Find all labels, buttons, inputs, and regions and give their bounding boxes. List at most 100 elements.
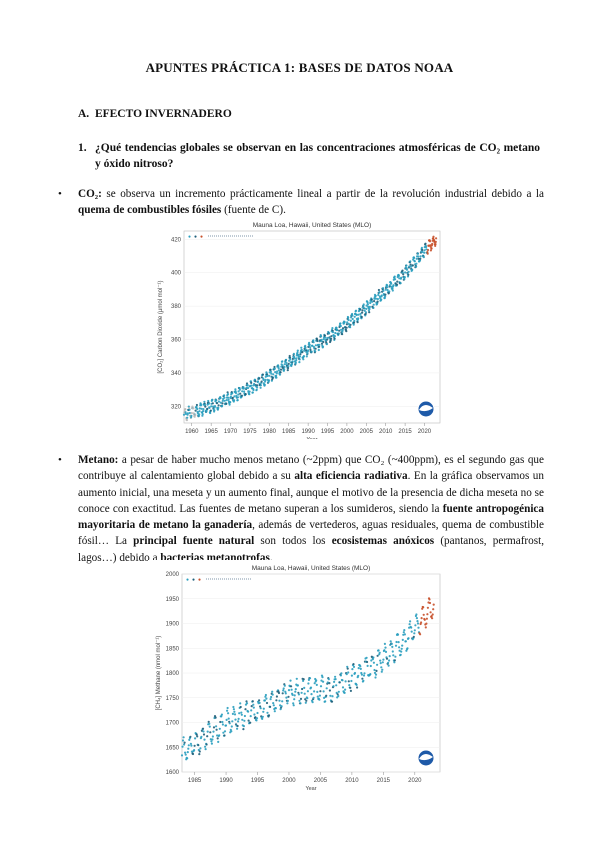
x-tick-label: 2010	[379, 429, 393, 435]
data-point	[277, 367, 280, 370]
data-point	[318, 698, 321, 701]
chart-title: Mauna Loa, Hawaii, United States (MLO)	[253, 222, 372, 229]
data-point	[398, 646, 401, 649]
data-point	[198, 407, 201, 410]
x-tick-label: 2005	[360, 429, 374, 435]
data-point	[401, 269, 404, 272]
data-point	[408, 623, 411, 626]
data-point	[392, 654, 395, 657]
data-point	[312, 341, 315, 344]
data-point	[252, 388, 255, 392]
data-point	[290, 362, 294, 365]
data-point	[316, 339, 319, 343]
data-point	[264, 695, 267, 698]
data-point	[401, 644, 404, 647]
data-point	[359, 667, 362, 670]
data-point	[302, 358, 305, 361]
data-point	[227, 396, 230, 399]
data-point	[394, 644, 398, 647]
data-point	[202, 733, 206, 736]
data-point	[190, 411, 193, 415]
data-point	[371, 300, 374, 303]
data-point	[302, 678, 305, 681]
data-point	[421, 607, 424, 610]
data-point	[386, 286, 389, 289]
data-point	[217, 740, 220, 743]
data-point	[284, 690, 287, 693]
data-point	[219, 720, 222, 724]
data-point	[428, 601, 432, 605]
x-tick-label: 1970	[224, 429, 238, 435]
data-point	[332, 685, 335, 688]
metano-bold-3: principal fuente natural	[133, 535, 255, 548]
data-point	[428, 240, 432, 243]
data-point	[345, 323, 348, 326]
data-point	[312, 696, 315, 699]
data-point	[223, 394, 226, 397]
data-point	[250, 384, 253, 387]
data-point	[383, 649, 386, 652]
data-point	[299, 697, 303, 700]
data-point	[211, 402, 214, 405]
data-point	[296, 351, 299, 354]
y-tick-label: 1800	[166, 671, 180, 677]
data-point	[296, 349, 299, 352]
data-point	[412, 635, 415, 638]
x-tick-label: 1985	[282, 429, 296, 435]
data-point	[287, 695, 290, 698]
data-point	[242, 387, 245, 390]
data-point	[334, 678, 337, 681]
data-point	[345, 330, 348, 333]
data-point	[213, 409, 216, 412]
data-point	[337, 332, 340, 335]
data-point	[185, 419, 188, 422]
data-point	[237, 720, 240, 723]
data-point	[409, 265, 412, 268]
data-point	[285, 696, 288, 699]
legend-marker: ●	[200, 234, 203, 240]
data-point	[326, 336, 329, 340]
data-point	[289, 361, 292, 364]
data-point	[339, 322, 342, 325]
data-point	[262, 710, 265, 713]
data-point	[325, 694, 328, 697]
data-points	[182, 235, 438, 422]
data-point	[435, 237, 438, 240]
data-point	[188, 738, 191, 741]
data-point	[347, 680, 350, 683]
y-tick-label: 380	[171, 304, 182, 310]
data-point	[349, 326, 352, 329]
data-point	[335, 684, 338, 687]
data-point	[300, 348, 303, 351]
data-point	[272, 702, 275, 705]
data-point	[304, 346, 307, 349]
data-point	[320, 340, 323, 343]
data-point	[357, 674, 360, 677]
data-point	[429, 249, 432, 252]
paragraph-metano: Metano: a pesar de haber mucho menos met…	[78, 452, 544, 566]
data-point	[313, 690, 316, 693]
data-point	[255, 717, 259, 720]
data-point	[225, 399, 228, 402]
data-point	[212, 726, 216, 729]
y-tick-label: 1900	[166, 622, 180, 628]
data-point	[328, 332, 331, 335]
data-point	[369, 664, 372, 668]
data-point	[314, 344, 317, 347]
x-tick-label: 1980	[263, 429, 277, 435]
data-point	[252, 706, 255, 709]
x-tick-label: 1965	[204, 429, 218, 435]
data-point	[403, 629, 406, 632]
data-point	[282, 689, 285, 692]
data-point	[321, 676, 324, 679]
data-point	[243, 390, 246, 393]
data-point	[276, 370, 279, 373]
co2-chart-svg: Mauna Loa, Hawaii, United States (MLO) 32…	[158, 222, 441, 443]
data-point	[382, 287, 385, 290]
data-point	[294, 361, 297, 364]
data-point	[317, 348, 320, 352]
data-point	[380, 298, 383, 301]
data-point	[350, 674, 353, 677]
data-point	[421, 248, 424, 252]
x-tick-label: 1995	[321, 429, 335, 435]
